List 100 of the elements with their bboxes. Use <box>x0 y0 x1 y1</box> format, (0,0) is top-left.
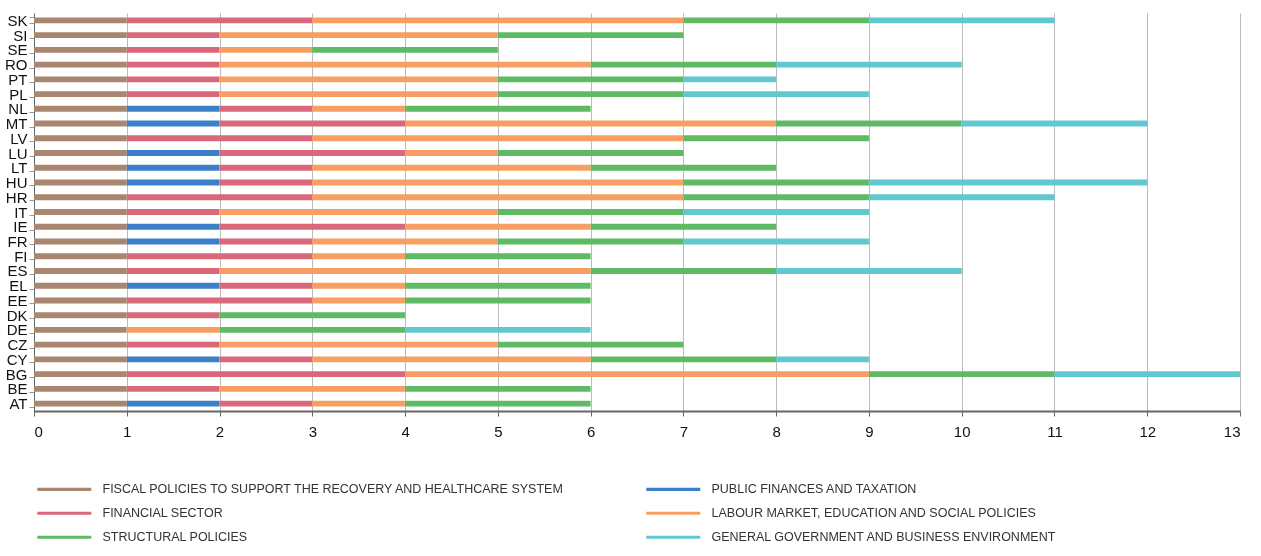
bar <box>126 326 220 333</box>
bar <box>34 46 127 53</box>
bar <box>219 164 313 171</box>
bar <box>219 326 406 333</box>
bar <box>34 282 127 289</box>
bar <box>126 120 220 127</box>
bar <box>126 194 313 201</box>
bar <box>312 164 591 171</box>
bar <box>219 223 406 230</box>
bar <box>219 209 498 215</box>
bar <box>683 135 869 142</box>
legend-label: GENERAL GOVERNMENT AND BUSINESS ENVIRONMENT <box>711 530 1056 545</box>
bar <box>126 371 406 378</box>
bar <box>590 61 777 68</box>
bar <box>34 32 127 39</box>
x-tick-label: 10 <box>953 422 971 440</box>
bar <box>219 120 406 127</box>
y-tick-label: DK <box>6 306 28 324</box>
bar <box>312 105 406 112</box>
bar <box>126 400 220 407</box>
bar <box>34 268 127 274</box>
bar <box>219 32 498 39</box>
y-tick-label: PL <box>9 85 28 103</box>
bar <box>405 385 591 392</box>
bar <box>683 91 869 98</box>
bar <box>34 91 127 98</box>
bar <box>776 120 962 127</box>
bar <box>497 76 684 83</box>
x-tick-label: 1 <box>123 422 132 440</box>
bar <box>405 150 498 156</box>
bar <box>497 32 684 39</box>
bar <box>312 46 498 53</box>
bar <box>34 135 127 142</box>
x-tick-label: 0 <box>34 422 43 440</box>
bar <box>1054 371 1240 378</box>
bar <box>590 268 777 274</box>
bar <box>312 253 406 260</box>
bar <box>497 91 684 98</box>
x-tick-label: 9 <box>865 422 874 440</box>
bar <box>497 150 684 156</box>
bar <box>312 135 684 142</box>
bar <box>312 297 406 304</box>
bar <box>34 356 127 363</box>
y-tick-label: AT <box>9 395 28 413</box>
bar <box>590 164 777 171</box>
bar <box>34 194 127 201</box>
y-tick-label: BG <box>5 365 28 383</box>
bar <box>219 61 591 68</box>
bar <box>219 385 406 392</box>
bar <box>405 282 591 289</box>
bar <box>868 17 1055 24</box>
bar <box>219 341 498 348</box>
legend-label: STRUCTURAL POLICIES <box>102 530 248 545</box>
bar <box>34 105 127 112</box>
x-tick-label: 2 <box>215 422 225 440</box>
bar <box>219 312 406 319</box>
bar <box>405 400 591 407</box>
bar <box>219 91 498 98</box>
bar <box>776 268 962 274</box>
y-tick-label: LU <box>8 144 28 162</box>
bar <box>34 61 127 68</box>
legend-label: FISCAL POLICIES TO SUPPORT THE RECOVERY AND HEALTHCARE SYSTEM <box>102 482 563 497</box>
bar <box>312 400 406 407</box>
bar <box>405 253 591 260</box>
bar <box>126 32 220 39</box>
y-tick-label: IT <box>14 203 28 221</box>
bar <box>126 356 220 363</box>
bar <box>126 223 220 230</box>
bar <box>590 356 777 363</box>
bar <box>34 371 127 378</box>
bar <box>868 194 1055 201</box>
bar <box>219 282 313 289</box>
bar <box>312 282 406 289</box>
y-tick-label: FI <box>14 247 28 265</box>
bar <box>126 209 220 215</box>
bar <box>126 150 220 156</box>
x-tick-label: 5 <box>494 422 503 440</box>
bar <box>34 17 127 24</box>
bar <box>34 120 127 127</box>
y-tick-label: SK <box>7 11 28 29</box>
bar <box>219 105 313 112</box>
bar <box>126 46 220 53</box>
y-tick-label: DE <box>6 321 28 339</box>
y-tick-label: ES <box>7 262 28 280</box>
bar <box>219 400 313 407</box>
bar <box>776 356 869 363</box>
y-tick-label: BE <box>7 380 28 398</box>
bar <box>312 356 591 363</box>
x-tick-label: 4 <box>401 422 410 440</box>
bar <box>34 400 127 407</box>
x-tick-label: 13 <box>1223 422 1241 440</box>
y-tick-label: NL <box>8 100 28 118</box>
bar <box>126 312 220 319</box>
legend-label: PUBLIC FINANCES AND TAXATION <box>711 482 917 497</box>
bar <box>219 356 313 363</box>
bar <box>405 105 591 112</box>
x-tick-label: 3 <box>308 422 317 440</box>
bar <box>126 282 220 289</box>
bar <box>590 223 777 230</box>
x-tick-label: 12 <box>1139 422 1157 440</box>
